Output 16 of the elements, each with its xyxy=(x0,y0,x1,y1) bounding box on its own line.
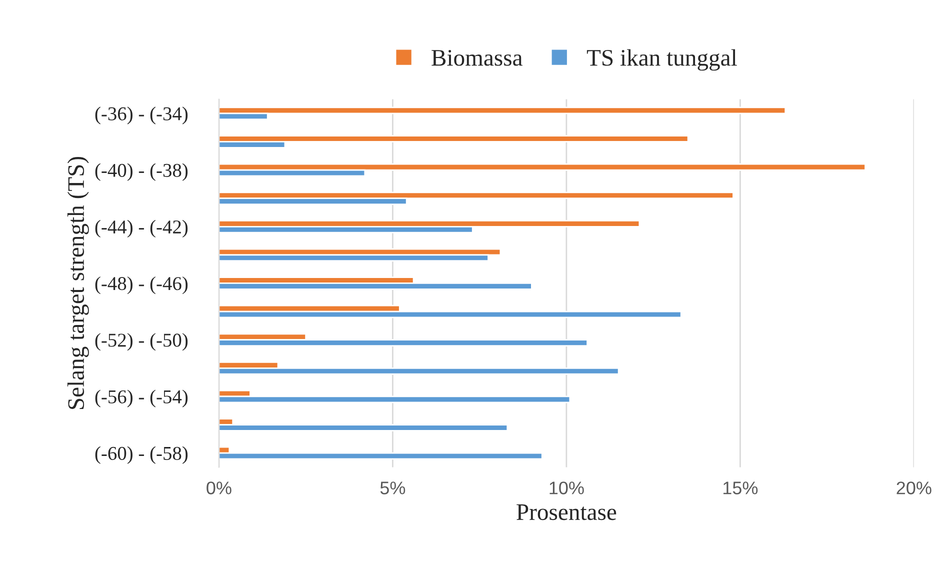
x-tick-label: 0% xyxy=(206,482,232,494)
y-tick-label: (-60) - (-58) xyxy=(95,446,188,464)
y-tick-label: (-48) - (-46) xyxy=(95,276,188,294)
x-tick-label: 5% xyxy=(380,482,406,494)
y-tick-label: (-40) - (-38) xyxy=(95,163,188,181)
y-axis-title: Selang target strength (TS) xyxy=(67,156,89,409)
x-tick-label: 10% xyxy=(550,482,584,494)
x-axis-title: Prosentase xyxy=(516,504,616,520)
x-tick-label: 20% xyxy=(896,482,932,494)
y-tick-label: (-44) - (-42) xyxy=(95,220,188,238)
legend-label: TS ikan tunggal xyxy=(586,49,737,71)
legend-label: Biomassa xyxy=(432,50,522,66)
x-tick-label: 15% xyxy=(723,482,758,494)
y-tick-label: (-52) - (-50) xyxy=(95,333,188,351)
y-tick-label: (-36) - (-34) xyxy=(95,106,188,124)
y-tick-label: (-56) - (-54) xyxy=(95,390,188,408)
